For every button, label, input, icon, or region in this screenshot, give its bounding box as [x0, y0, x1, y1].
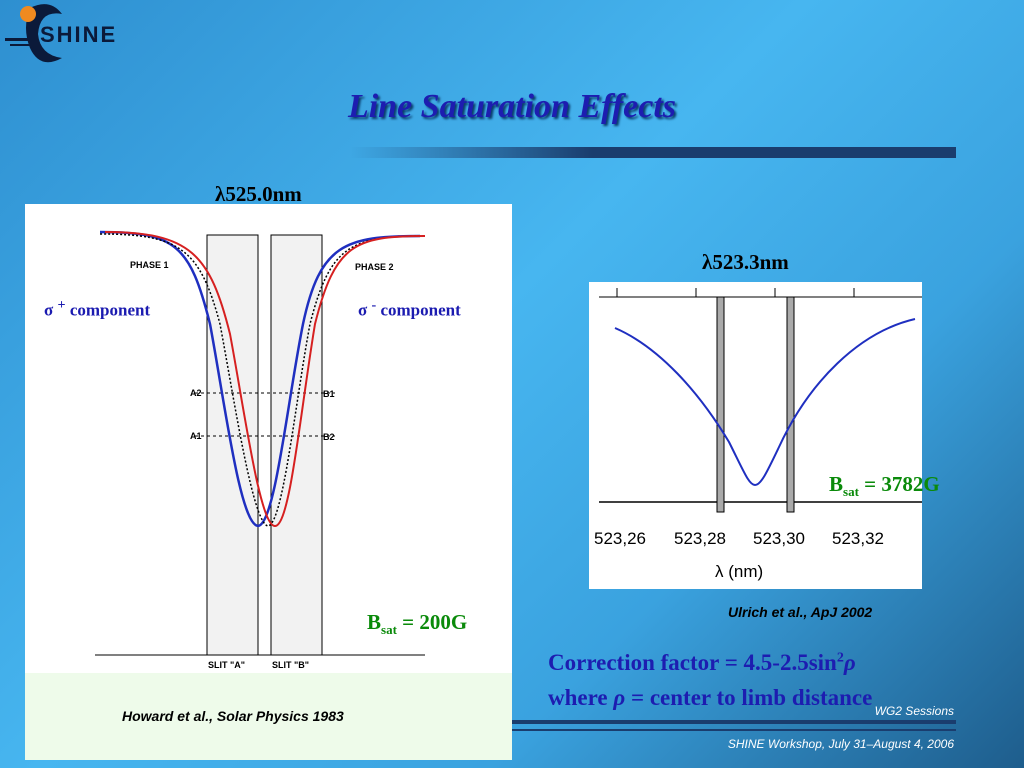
logo-text: SHINE: [40, 22, 117, 47]
left-caption-box: [25, 673, 512, 760]
label: PHASE 1: [130, 260, 169, 270]
tick-label: 523,30: [753, 529, 805, 548]
tick-label: 523,28: [674, 529, 726, 548]
footer-workshop: SHINE Workshop, July 31–August 4, 2006: [727, 737, 954, 751]
sigma-minus: σ - component: [358, 297, 461, 320]
axis-label: λ (nm): [715, 562, 763, 581]
title: Line Saturation Effects: [347, 88, 677, 125]
correction-line1: Correction factor = 4.5-2.5sin2ρ: [548, 650, 856, 675]
label: B2: [323, 432, 335, 442]
bsat-right: Bsat = 3782G: [829, 472, 940, 500]
left-heading: λ525.0nm: [215, 182, 302, 206]
tick-label: 523,32: [832, 529, 884, 548]
label: SLIT "A": [208, 660, 245, 670]
left-figure: [25, 204, 512, 673]
label: SLIT "B": [272, 660, 309, 670]
sigma-plus: σ + component: [44, 297, 151, 320]
right-caption: Ulrich et al., ApJ 2002: [728, 604, 873, 620]
label: A2: [190, 388, 202, 398]
right-plot: 523,26 523,28 523,30 523,32 λ (nm): [594, 288, 922, 581]
logo: SHINE: [5, 4, 117, 63]
label: A1: [190, 431, 202, 441]
bsat-left: Bsat = 200G: [367, 610, 468, 638]
left-caption: Howard et al., Solar Physics 1983: [122, 708, 344, 724]
tick-label: 523,26: [594, 529, 646, 548]
title-rule: [350, 147, 956, 158]
left-plot: PHASE 1 PHASE 2 A2 A1 B1 B2 SLIT "A" SLI…: [95, 230, 426, 670]
footer-rule: [512, 729, 956, 731]
correction-line2: where ρ = center to limb distance: [548, 685, 873, 710]
right-figure: [589, 282, 922, 589]
label: B1: [323, 389, 335, 399]
footer-rule: [512, 720, 956, 724]
right-heading: λ523.3nm: [702, 250, 789, 274]
label: PHASE 2: [355, 262, 394, 272]
footer-session: WG2 Sessions: [874, 704, 954, 718]
